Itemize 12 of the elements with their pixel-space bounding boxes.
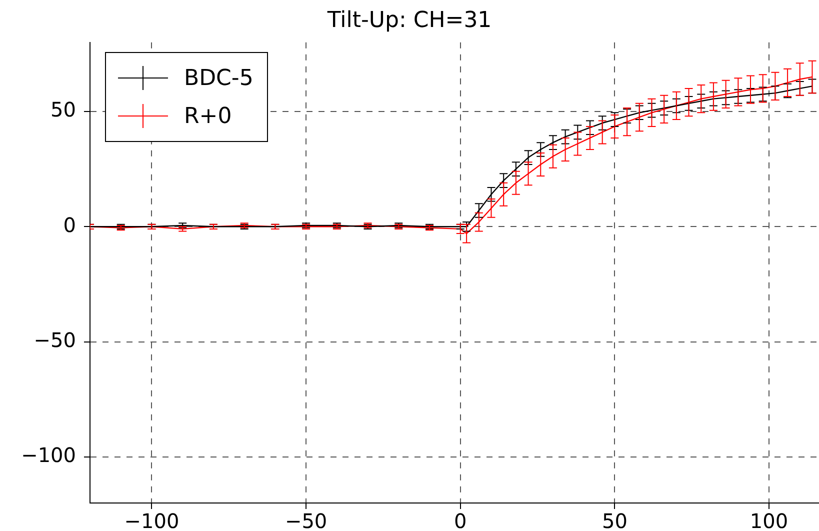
y-tick-label: 50 bbox=[50, 98, 76, 122]
x-tick-label: 0 bbox=[454, 509, 467, 531]
x-tick-label: −50 bbox=[284, 509, 328, 531]
x-tick-label: 100 bbox=[750, 509, 788, 531]
legend-label: R+0 bbox=[184, 104, 232, 129]
y-tick-label: −50 bbox=[34, 328, 76, 352]
y-tick-label: 0 bbox=[63, 212, 76, 237]
y-tick-label: −100 bbox=[21, 443, 76, 468]
x-tick-label: −100 bbox=[124, 509, 180, 531]
chart-title: Tilt-Up: CH=31 bbox=[326, 8, 492, 33]
legend-label: BDC-5 bbox=[184, 66, 254, 91]
x-tick-label: 50 bbox=[602, 509, 628, 531]
